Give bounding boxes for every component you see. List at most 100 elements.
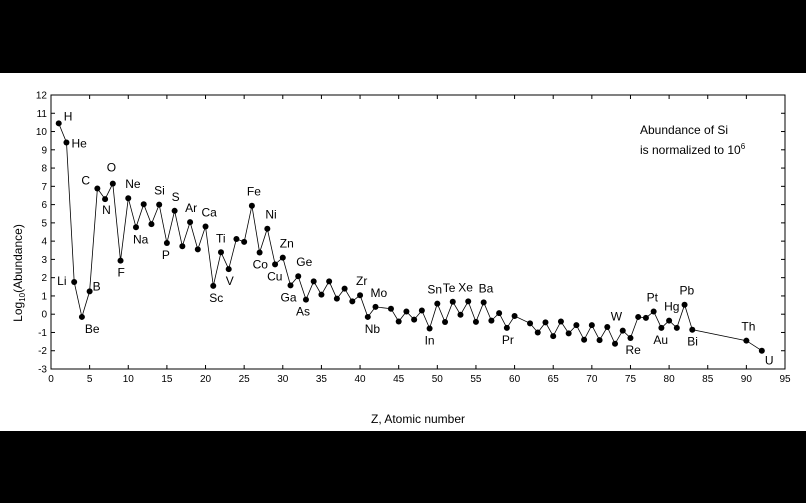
data-point <box>666 317 673 324</box>
data-point <box>612 340 619 347</box>
element-label-sn: Sn <box>427 283 442 297</box>
data-point <box>272 261 279 268</box>
element-label-as: As <box>296 305 310 319</box>
data-point <box>156 201 163 208</box>
data-point <box>557 318 564 325</box>
x-tick-label: 30 <box>277 374 289 385</box>
y-tick-label: -1 <box>38 328 47 339</box>
data-point <box>78 313 85 320</box>
y-tick-label: 11 <box>37 109 48 120</box>
data-point <box>264 225 271 232</box>
element-label-ar: Ar <box>185 201 197 215</box>
y-tick-label: 6 <box>41 200 47 211</box>
normalization-note-line2: is normalized to 106 <box>640 142 746 157</box>
element-label-n: N <box>102 203 111 217</box>
element-label-b: B <box>93 279 101 293</box>
data-point <box>310 278 317 285</box>
data-point <box>619 327 626 334</box>
data-point <box>326 278 333 285</box>
element-label-c: C <box>81 174 90 188</box>
element-label-v: V <box>226 274 234 288</box>
element-label-fe: Fe <box>247 185 261 199</box>
y-tick-label: 12 <box>36 91 48 102</box>
x-tick-label: 20 <box>200 374 212 385</box>
data-point <box>434 300 441 307</box>
abundance-chart: 0 5 10 15 20 25 30 35 40 45 50 55 60 65 70 75 80 85 90 95-3… <box>11 91 791 427</box>
data-point <box>550 333 557 340</box>
data-point <box>341 285 348 292</box>
element-label-pt: Pt <box>647 290 659 304</box>
element-label-pb: Pb <box>680 284 695 298</box>
element-label-cu: Cu <box>267 269 282 283</box>
x-tick-label: 60 <box>509 374 521 385</box>
data-point <box>426 325 433 332</box>
y-tick-label: 7 <box>41 182 47 193</box>
element-label-ca: Ca <box>202 206 218 220</box>
data-point <box>210 282 217 289</box>
element-label-hg: Hg <box>664 300 679 314</box>
data-point <box>71 279 78 286</box>
element-label-ga: Ga <box>281 290 297 304</box>
element-label-pr: Pr <box>502 333 514 347</box>
data-point <box>225 266 232 273</box>
element-label-s: S <box>172 190 180 204</box>
data-point <box>364 313 371 320</box>
normalization-note-text: is normalized to 10 <box>640 143 741 157</box>
data-point <box>496 310 503 317</box>
element-label-sc: Sc <box>209 291 223 305</box>
data-point <box>418 307 425 314</box>
data-point <box>457 311 464 318</box>
data-point <box>488 317 495 324</box>
data-point <box>241 238 248 245</box>
data-point <box>411 316 418 323</box>
element-label-au: Au <box>653 333 668 347</box>
x-axis-title: Z, Atomic number <box>371 412 465 426</box>
data-point <box>333 295 340 302</box>
data-point <box>743 337 750 344</box>
data-point <box>658 324 665 331</box>
y-axis-title: Log10(Abundance) <box>11 224 27 322</box>
data-point <box>534 329 541 336</box>
y-axis-title-rest: (Abundance) <box>11 224 25 293</box>
data-point <box>287 282 294 289</box>
data-point <box>673 324 680 331</box>
data-point <box>279 254 286 261</box>
y-axis-title-main: Log <box>11 302 25 322</box>
data-point <box>387 305 394 312</box>
y-tick-label: 10 <box>36 127 48 138</box>
data-point <box>449 298 456 305</box>
data-point <box>642 314 649 321</box>
data-point <box>442 319 449 326</box>
y-tick-label: 0 <box>41 310 47 321</box>
y-tick-label: 8 <box>41 164 47 175</box>
data-point <box>163 239 170 246</box>
data-point <box>171 207 178 214</box>
data-point <box>194 246 201 253</box>
y-tick-label: 9 <box>41 145 47 156</box>
data-point <box>635 313 642 320</box>
data-point <box>565 330 572 337</box>
normalization-note-line1: Abundance of Si <box>640 123 728 137</box>
data-point <box>596 337 603 344</box>
data-point <box>357 292 364 299</box>
x-tick-label: 80 <box>664 374 676 385</box>
data-point <box>63 139 70 146</box>
x-tick-label: 25 <box>239 374 251 385</box>
data-point <box>403 308 410 315</box>
element-label-re: Re <box>625 343 641 357</box>
data-point <box>581 336 588 343</box>
x-tick-label: 35 <box>316 374 328 385</box>
x-tick-label: 15 <box>161 374 173 385</box>
y-tick-label: 2 <box>41 273 47 284</box>
y-tick-label: -2 <box>38 346 47 357</box>
x-tick-label: 95 <box>779 374 791 385</box>
x-tick-label: 85 <box>702 374 714 385</box>
axes: 0 5 10 15 20 25 30 35 40 45 50 55 60 65 70 75 80 85 90 95-3… <box>36 91 791 386</box>
element-label-f: F <box>118 266 125 280</box>
y-tick-label: -3 <box>38 365 47 376</box>
element-label-co: Co <box>253 257 269 271</box>
data-point <box>179 243 186 250</box>
data-point <box>295 273 302 280</box>
y-tick-label: 5 <box>41 218 47 229</box>
y-tick-label: 3 <box>41 255 47 266</box>
